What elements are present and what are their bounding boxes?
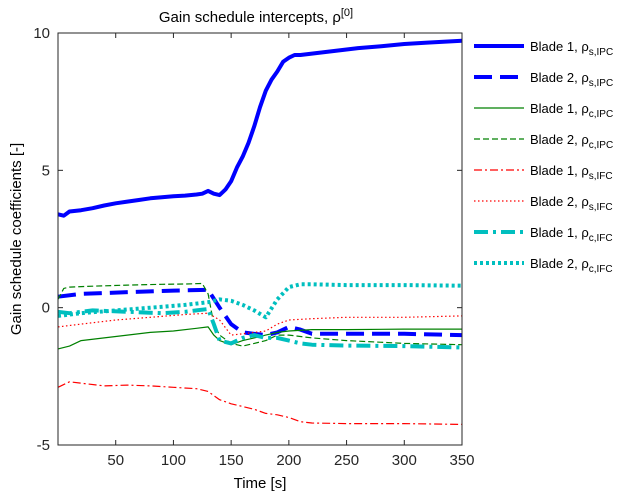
x-tick-label: 150 <box>219 452 244 469</box>
series-line-1 <box>57 38 463 218</box>
y-tick-label: -5 <box>37 437 50 454</box>
legend-label-6: Blade 2, ρs,IFC <box>530 194 613 213</box>
series-line-6 <box>57 312 463 336</box>
x-tick-label: 200 <box>276 452 301 469</box>
legend-label-7: Blade 1, ρc,IFC <box>530 225 613 244</box>
y-tick-label: 5 <box>42 162 50 179</box>
legend-label-3: Blade 1, ρc,IPC <box>530 101 613 120</box>
x-axis-label: Time [s] <box>234 475 287 492</box>
series-line-7 <box>57 307 463 350</box>
y-tick-label: 0 <box>42 300 50 317</box>
chart-title: Gain schedule intercepts, ρ[0] <box>159 7 353 26</box>
series-line-8 <box>57 282 463 320</box>
x-tick-label: 250 <box>334 452 359 469</box>
axis-ticks: 50 100 150 200 250 300 350 -5 0 5 10 <box>33 25 474 469</box>
series-line-5 <box>57 381 463 425</box>
series-line-3 <box>57 326 462 350</box>
plot-frame <box>57 32 463 446</box>
y-axis-label: Gain schedule coefficients [-] <box>8 143 25 335</box>
x-tick-label: 50 <box>107 452 124 469</box>
legend-label-5: Blade 1, ρs,IFC <box>530 163 613 182</box>
chart-title-main: Gain schedule intercepts, ρ <box>159 9 341 26</box>
y-tick-label: 10 <box>33 25 50 42</box>
chart-title-superscript: [0] <box>341 7 353 19</box>
legend-label-8: Blade 2, ρc,IFC <box>530 256 613 275</box>
legend-label-2: Blade 2, ρs,IPC <box>530 70 613 89</box>
x-tick-label: 300 <box>392 452 417 469</box>
plot-area <box>57 38 463 425</box>
legend-label-4: Blade 2, ρc,IPC <box>530 132 613 151</box>
x-tick-label: 100 <box>161 452 186 469</box>
legend: Blade 1, ρs,IPC Blade 2, ρs,IPC Blade 1, ρ… <box>474 39 613 275</box>
x-tick-label: 350 <box>449 452 474 469</box>
legend-label-1: Blade 1, ρs,IPC <box>530 39 613 58</box>
